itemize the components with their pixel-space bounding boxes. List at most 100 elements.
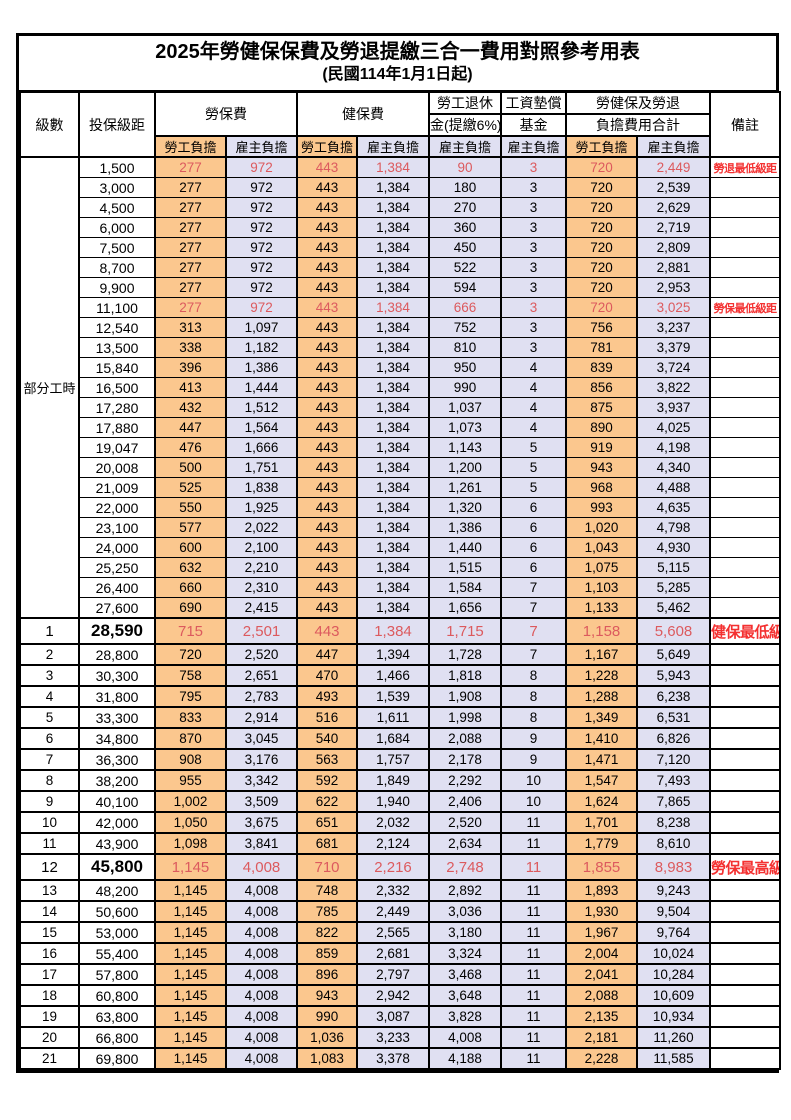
health_employer-cell: 2,565	[356, 921, 430, 945]
total_employer-cell: 9,764	[636, 921, 711, 945]
note-cell: 健保最低級距	[709, 617, 781, 646]
note-cell	[709, 1047, 781, 1071]
labor_employee-cell: 1,145	[154, 942, 227, 966]
health_employer-cell: 2,216	[356, 853, 430, 882]
health_employee-cell: 1,036	[296, 1026, 358, 1050]
labor_employee-cell: 1,145	[154, 1047, 227, 1071]
fund_employer-cell: 9	[500, 748, 567, 772]
labor_employee-cell: 1,145	[154, 984, 227, 1008]
header-health-insurance: 健保費	[296, 91, 430, 138]
pension_employer-cell: 360	[428, 217, 502, 239]
salary-bracket-cell: 22,000	[78, 497, 156, 519]
fund_employer-cell: 3	[500, 217, 567, 239]
pension_employer-cell: 3,828	[428, 1005, 502, 1029]
labor_employer-cell: 1,444	[225, 377, 298, 399]
total_employer-cell: 4,635	[636, 497, 711, 519]
pension_employer-cell: 1,728	[428, 643, 502, 667]
pension_employer-cell: 2,634	[428, 832, 502, 856]
table-row: 21,009 525 1,838 443 1,384 1,261 5 968 4,488	[20, 477, 781, 499]
health_employee-cell: 443	[296, 237, 358, 259]
total_employee-cell: 1,624	[565, 790, 638, 814]
fund_employer-cell: 6	[500, 537, 567, 559]
labor_employee-cell: 1,050	[154, 811, 227, 835]
pension_employer-cell: 2,406	[428, 790, 502, 814]
total_employee-cell: 1,855	[565, 853, 638, 882]
note-cell	[709, 1026, 781, 1050]
salary-bracket-cell: 15,840	[78, 357, 156, 379]
total_employee-cell: 720	[565, 277, 638, 299]
salary-bracket-cell: 8,700	[78, 257, 156, 279]
health_employee-cell: 443	[296, 197, 358, 219]
note-cell	[709, 748, 781, 772]
premium-reference-sheet: 2025年勞健保保費及勞退提繳三合一費用對照參考用表 (民國114年1月1日起)…	[16, 33, 781, 1074]
pension_employer-cell: 270	[428, 197, 502, 219]
level-cell: 12	[19, 853, 80, 882]
health_employer-cell: 1,384	[356, 357, 430, 379]
salary-bracket-cell: 1,500	[78, 156, 156, 179]
labor_employee-cell: 870	[154, 727, 227, 751]
labor_employer-cell: 972	[225, 156, 298, 179]
labor_employer-cell: 2,310	[225, 577, 298, 599]
total_employer-cell: 4,198	[636, 437, 711, 459]
labor_employer-cell: 2,651	[225, 664, 298, 688]
salary-bracket-cell: 66,800	[78, 1026, 156, 1050]
table-row: 16,500 413 1,444 443 1,384 990 4 856 3,822	[20, 377, 781, 399]
fund_employer-cell: 3	[500, 156, 567, 179]
health_employee-cell: 540	[296, 727, 358, 751]
total_employee-cell: 919	[565, 437, 638, 459]
labor_employee-cell: 1,098	[154, 832, 227, 856]
health_employee-cell: 443	[296, 357, 358, 379]
fund_employer-cell: 3	[500, 257, 567, 279]
page-title: 2025年勞健保保費及勞退提繳三合一費用對照參考用表	[155, 41, 640, 63]
fund_employer-cell: 5	[500, 457, 567, 479]
health_employee-cell: 443	[296, 577, 358, 599]
total_employer-cell: 11,260	[636, 1026, 711, 1050]
table-row: 12,540 313 1,097 443 1,384 752 3 756 3,237	[20, 317, 781, 339]
table-row: 13 48,200 1,145 4,008 748 2,332 2,892 11 1,893 9,…	[19, 879, 781, 903]
note-cell	[709, 790, 781, 814]
health_employee-cell: 443	[296, 217, 358, 239]
pension_employer-cell: 1,656	[428, 597, 502, 619]
health_employee-cell: 443	[296, 517, 358, 539]
fund_employer-cell: 10	[500, 790, 567, 814]
pension_employer-cell: 1,143	[428, 437, 502, 459]
total_employer-cell: 11,585	[636, 1047, 711, 1071]
salary-bracket-cell: 21,009	[78, 477, 156, 499]
labor_employee-cell: 277	[154, 297, 227, 319]
total_employee-cell: 968	[565, 477, 638, 499]
salary-bracket-cell: 27,600	[78, 597, 156, 619]
health_employer-cell: 2,797	[356, 963, 430, 987]
health_employee-cell: 443	[296, 317, 358, 339]
pension_employer-cell: 990	[428, 377, 502, 399]
salary-bracket-cell: 24,000	[78, 537, 156, 559]
fund_employer-cell: 4	[500, 417, 567, 439]
health_employer-cell: 1,384	[356, 177, 430, 199]
total_employee-cell: 839	[565, 357, 638, 379]
level-cell: 16	[19, 942, 80, 966]
labor_employer-cell: 1,838	[225, 477, 298, 499]
note-cell: 勞退最低級距	[709, 156, 781, 179]
total_employee-cell: 943	[565, 457, 638, 479]
health_employee-cell: 470	[296, 664, 358, 688]
total_employer-cell: 5,285	[636, 577, 711, 599]
table-row: 9 40,100 1,002 3,509 622 1,940 2,406 10 1,624 7,8…	[19, 790, 781, 814]
fund_employer-cell: 11	[500, 1047, 567, 1071]
header-total-employer-share: 雇主負擔	[636, 135, 711, 159]
total_employer-cell: 10,609	[636, 984, 711, 1008]
labor_employee-cell: 313	[154, 317, 227, 339]
labor_employee-cell: 1,145	[154, 900, 227, 924]
salary-bracket-cell: 34,800	[78, 727, 156, 751]
labor_employer-cell: 4,008	[225, 942, 298, 966]
fund_employer-cell: 9	[500, 727, 567, 751]
header-row-groups-line2: 金(提繳6%) 基金 負擔費用合計	[20, 113, 780, 138]
health_employee-cell: 443	[296, 617, 358, 646]
fund_employer-cell: 4	[500, 357, 567, 379]
total_employer-cell: 9,504	[636, 900, 711, 924]
health_employee-cell: 443	[296, 177, 358, 199]
fund_employer-cell: 7	[500, 643, 567, 667]
pension_employer-cell: 2,178	[428, 748, 502, 772]
labor_employer-cell: 2,914	[225, 706, 298, 730]
note-cell	[709, 357, 781, 379]
labor_employee-cell: 690	[154, 597, 227, 619]
labor_employer-cell: 1,512	[225, 397, 298, 419]
